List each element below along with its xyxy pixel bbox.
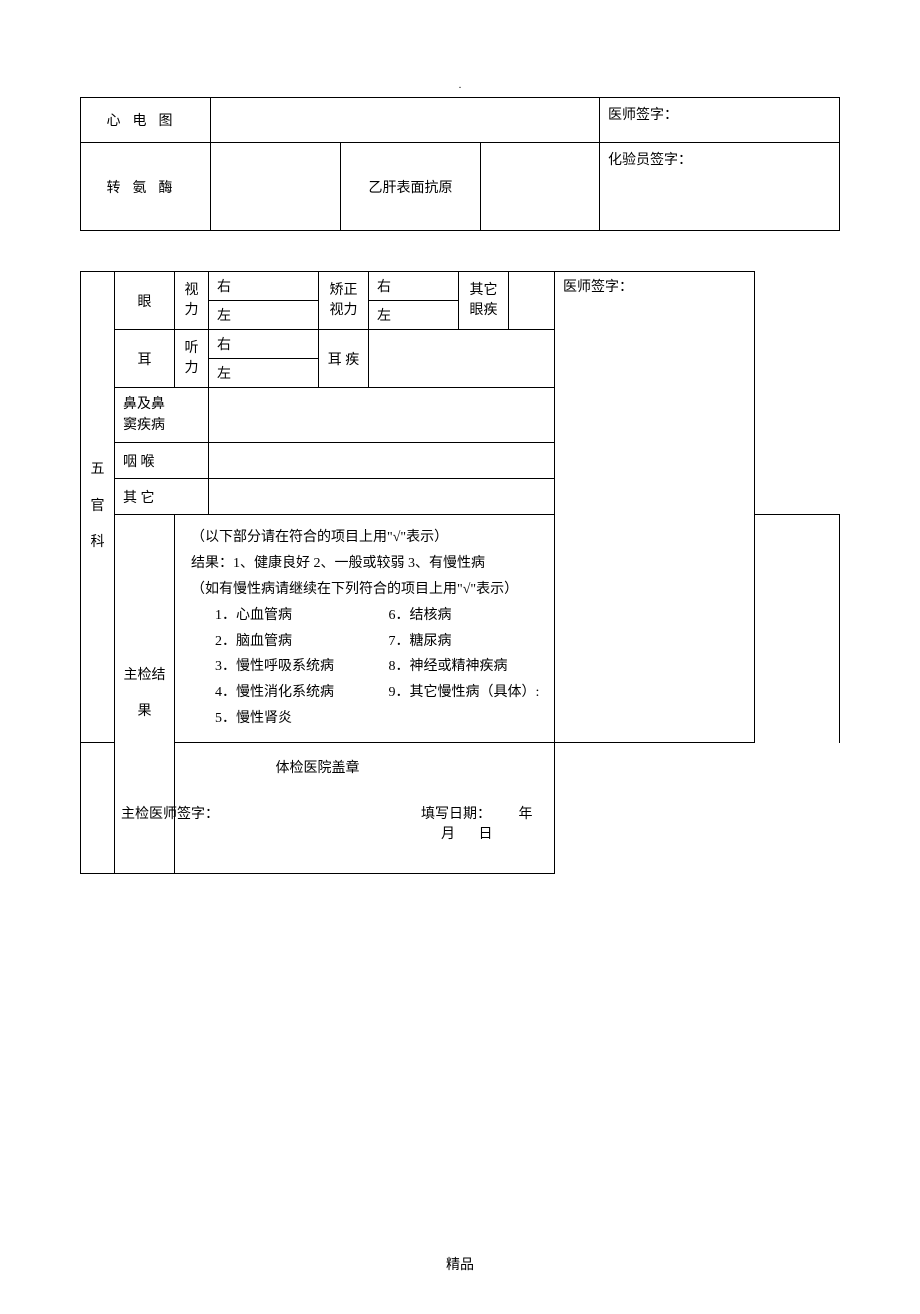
vision-label: 视力 [175,272,209,330]
result-line: 结果：1、健康良好 2、一般或较弱 3、有慢性病 [191,551,738,577]
day-label: 日 [479,827,493,842]
hbsag-label: 乙肝表面抗原 [341,143,481,231]
fill-date-label: 填写日期： [421,807,491,822]
ecg-label: 心电图 [81,98,211,143]
footer: 精品 [80,1254,840,1274]
ear-disease-value [369,330,555,388]
exam-table-2: 五官科 眼 视力 右 矫正 视力 右 其它 眼疾 医师签字： 左 左 耳 听力 … [80,271,840,874]
ear-label: 耳 [115,330,175,388]
disease-6: 6．结核病 [389,608,452,623]
other-value [209,479,755,515]
transaminase-value [211,143,341,231]
disease-5: 5．慢性肾炎 [215,711,292,726]
disease-3: 3．慢性呼吸系统病 [215,654,385,680]
other-eye-value [509,272,555,330]
ecg-value [211,98,600,143]
corrected-vision-label: 矫正 视力 [319,272,369,330]
exam-table-1: 心电图 医师签字： 转氨酶 乙肝表面抗原 化验员签字： [80,97,840,231]
corr-left-label: 左 [369,301,459,330]
corr-vis-1: 矫正 [327,281,360,301]
other-eye-2: 眼疾 [467,301,500,321]
hearing-label: 听力 [175,330,209,388]
section-result-label: 主检结果 [124,668,166,719]
ear-disease-label: 耳 疾 [319,330,369,388]
disease-8: 8．神经或精神疾病 [389,659,508,674]
vision-left-label: 左 [209,301,319,330]
section-ent: 五官科 [81,272,115,743]
chief-sig: 主检医师签字： [121,803,421,843]
throat-value [209,443,755,479]
disease-7: 7．糖尿病 [389,634,452,649]
result-right-cell [755,515,840,743]
vision-text: 视力 [185,283,199,318]
transaminase-label: 转氨酶 [81,143,211,231]
nose-1: 鼻及鼻 [123,394,200,415]
hearing-right-label: 右 [209,330,319,359]
hbsag-value [481,143,600,231]
section-ent-label: 五官科 [91,462,105,550]
header-mark: . [80,80,840,91]
nose-label: 鼻及鼻 窦疾病 [115,388,209,443]
throat-label: 咽 喉 [115,443,209,479]
disease-9: 9．其它慢性病（具体）: [389,685,540,700]
instruction-2: （如有慢性病请继续在下列符合的项目上用"√"表示） [191,577,738,603]
nose-value [209,388,755,443]
result-content: （以下部分请在符合的项目上用"√"表示） 结果：1、健康良好 2、一般或较弱 3… [175,515,755,743]
eye-label: 眼 [115,272,175,330]
other-eye-1: 其它 [467,281,500,301]
signature-area: 体检医院盖章 主检医师签字： 填写日期： 年 月 日 [81,743,555,874]
disease-2: 2．脑血管病 [215,629,385,655]
month-label: 月 [441,827,455,842]
other-label: 其 它 [115,479,209,515]
nose-2: 窦疾病 [123,415,200,436]
corr-right-label: 右 [369,272,459,301]
other-eye-label: 其它 眼疾 [459,272,509,330]
disease-1: 1．心血管病 [215,603,385,629]
lab-sig: 化验员签字： [600,143,840,231]
year-label: 年 [519,807,533,822]
hearing-text: 听力 [185,341,199,376]
hearing-left-label: 左 [209,359,319,388]
instruction-1: （以下部分请在符合的项目上用"√"表示） [191,525,738,551]
ecg-doctor-sig: 医师签字： [600,98,840,143]
fill-date: 填写日期： 年 月 日 [421,803,538,843]
vision-right-label: 右 [209,272,319,301]
disease-4: 4．慢性消化系统病 [215,680,385,706]
corr-vis-2: 视力 [327,301,360,321]
hospital-seal: 体检医院盖章 [81,743,554,793]
